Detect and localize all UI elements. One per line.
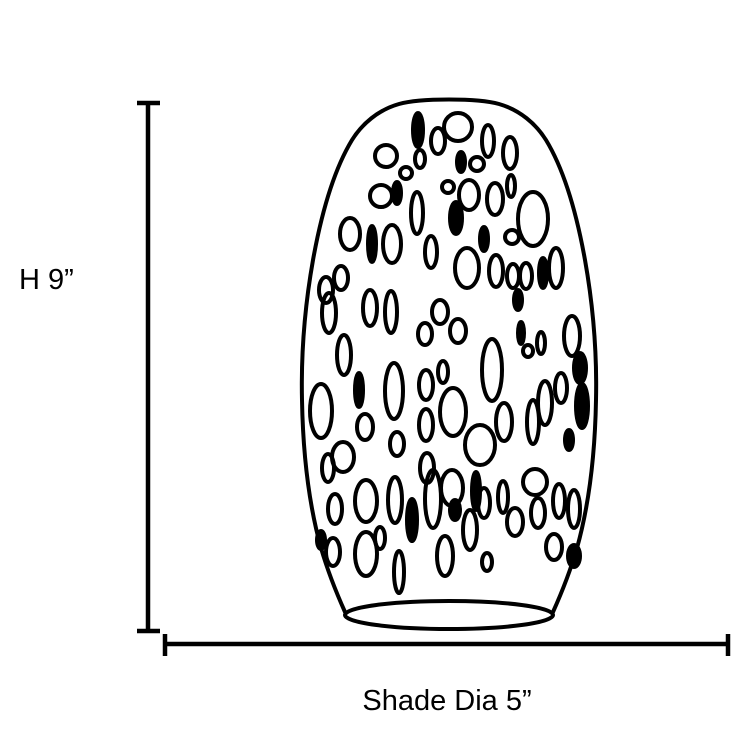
height-dimension-label: H 9” (19, 264, 74, 296)
bubble (512, 288, 524, 312)
bubble (417, 407, 435, 443)
bubble (521, 343, 535, 359)
bubble (503, 228, 521, 246)
bubble (480, 337, 504, 403)
bubble (423, 468, 443, 530)
bubble (485, 181, 505, 217)
bubble (494, 401, 514, 443)
bubble (413, 148, 427, 170)
bubble (480, 551, 494, 573)
bubble (536, 379, 554, 427)
bubble (320, 291, 338, 335)
bubble (386, 475, 404, 525)
bubble (563, 428, 575, 452)
bubble (505, 506, 525, 538)
bubble (537, 256, 549, 290)
bubble (535, 330, 547, 356)
bubble (416, 321, 434, 347)
bubble (435, 534, 455, 578)
bubble (442, 111, 474, 143)
bubble (440, 179, 456, 195)
bubble (501, 135, 519, 171)
bubble (373, 525, 387, 551)
shade-outline (299, 97, 599, 614)
bubble (324, 536, 342, 568)
bubble (366, 224, 378, 264)
bubble (457, 178, 481, 212)
bubble (392, 549, 406, 595)
bubble (429, 126, 447, 156)
diameter-dimension-label: Shade Dia 5” (362, 685, 531, 717)
bubble (430, 298, 450, 326)
bubble (518, 261, 534, 291)
bubble (572, 351, 588, 385)
bubble (480, 123, 496, 159)
bubble (496, 479, 510, 515)
bubble (487, 253, 505, 289)
bubble (468, 155, 486, 173)
bubble (476, 486, 492, 520)
bubble (453, 246, 481, 290)
bubble (405, 497, 419, 543)
bubble (525, 398, 541, 446)
bubble (448, 317, 468, 345)
bubble (338, 216, 362, 252)
bubble (398, 165, 414, 181)
bubble (505, 262, 521, 290)
bubble (463, 423, 497, 467)
bubble (308, 382, 334, 440)
bubble (417, 368, 435, 402)
bubble (361, 288, 379, 328)
bubble (388, 430, 406, 458)
bubble (438, 386, 468, 438)
shade-drawing (299, 97, 599, 631)
bubble (381, 223, 403, 265)
bubble (505, 173, 517, 199)
bubble (516, 320, 526, 346)
bubble (574, 382, 590, 430)
bubble (448, 498, 462, 522)
bubble (521, 467, 549, 497)
bubble (455, 150, 467, 174)
bubble (544, 532, 564, 562)
bubble (551, 482, 567, 520)
bubble (562, 314, 582, 358)
bubble (353, 478, 379, 524)
bubble (330, 440, 356, 474)
bubble (368, 183, 394, 209)
bubble (566, 488, 582, 530)
bubble (355, 412, 375, 442)
bubble (436, 359, 450, 385)
bubble (411, 111, 425, 149)
bubble (326, 492, 344, 526)
bubble (461, 508, 479, 552)
bubble (373, 143, 399, 169)
bubble (332, 264, 350, 292)
bubble (566, 543, 582, 569)
bubble (317, 275, 335, 305)
bubble (391, 180, 403, 206)
bubble (516, 190, 550, 248)
bubble (409, 190, 425, 236)
bubble (353, 530, 379, 578)
dimension-lines (137, 100, 731, 656)
bubble (553, 371, 569, 405)
bubble (353, 371, 365, 409)
bubble (448, 200, 464, 236)
bubble (315, 529, 327, 551)
bubble (529, 496, 547, 530)
shade-bottom-rim (343, 599, 555, 631)
bubble (547, 246, 565, 290)
bubble (478, 225, 490, 253)
bubble (383, 289, 399, 335)
bubble (335, 333, 353, 377)
bubble (423, 234, 439, 270)
bubble (383, 361, 405, 421)
